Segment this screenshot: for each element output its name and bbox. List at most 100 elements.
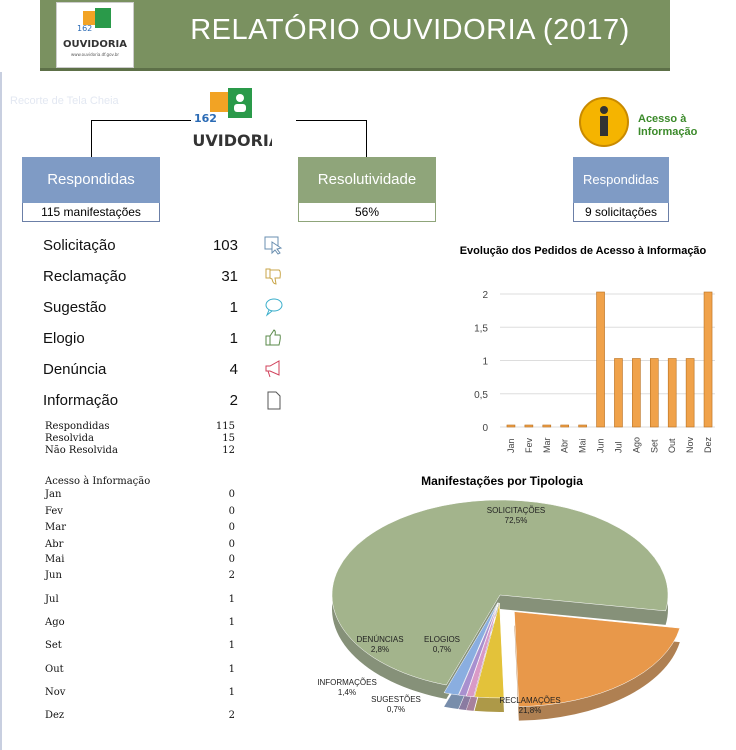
x-tick-label: Ago (631, 437, 641, 453)
bar-chart: Evolução dos Pedidos de Acesso à Informa… (460, 245, 715, 453)
month-value: 1 (228, 664, 235, 675)
kpi-solicitacoes-header: Respondidas (573, 157, 669, 203)
y-tick-label: 0 (482, 423, 488, 434)
svg-text:162: 162 (77, 24, 92, 33)
slice-name: DENÚNCIAS (356, 635, 403, 644)
pie-slice (331, 499, 669, 686)
month-label: Abr (45, 539, 64, 550)
category-count: 1 (229, 330, 238, 347)
bar (560, 424, 570, 428)
month-value: 0 (228, 506, 235, 517)
y-tick-label: 0,5 (474, 390, 488, 401)
month-label: Jun (45, 570, 62, 581)
category-label: Informação (43, 392, 119, 409)
pie-slice (474, 602, 505, 699)
status-label: Resolvida (45, 433, 95, 444)
month-label: Fev (45, 506, 63, 517)
month-label: Mar (45, 522, 66, 533)
x-tick-label: Nov (685, 436, 695, 453)
svg-text:OUVIDORIA: OUVIDORIA (192, 131, 272, 150)
month-label: Nov (45, 687, 66, 698)
bar (667, 358, 677, 428)
pie-slice (466, 602, 499, 698)
x-tick-label: Fev (524, 437, 534, 453)
slice-name: INFORMAÇÕES (317, 678, 377, 687)
month-value: 0 (228, 522, 235, 533)
month-label: Set (45, 640, 62, 651)
x-tick-label: Mai (578, 438, 588, 453)
chart-title: Evolução dos Pedidos de Acesso à Informa… (460, 245, 707, 257)
x-tick-label: Jun (596, 438, 606, 453)
category-label: Sugestão (43, 299, 107, 316)
bar (649, 358, 659, 428)
category-count: 4 (229, 361, 238, 378)
report-page (0, 72, 736, 750)
kpi-resolutividade-header: Resolutividade (298, 157, 436, 203)
header-banner (40, 0, 670, 71)
month-label: Dez (45, 710, 65, 721)
category-label: Solicitação (43, 237, 116, 254)
acesso-section-title: Acesso à Informação (45, 476, 151, 487)
connector-line (296, 120, 366, 121)
y-tick-label: 1,5 (474, 323, 488, 334)
month-value: 1 (228, 687, 235, 698)
slice-percent: 0,7% (387, 705, 405, 714)
status-value: 12 (222, 445, 235, 456)
svg-text:www.ouvidoria.df.gov.br: www.ouvidoria.df.gov.br (71, 52, 119, 57)
acesso-informacao-logo: Acesso à Informação (578, 95, 703, 151)
svg-text:Acesso à: Acesso à (638, 113, 687, 125)
category-label: Denúncia (43, 361, 107, 378)
y-tick-label: 1 (482, 357, 488, 368)
page-title: RELATÓRIO OUVIDORIA (2017) (190, 14, 630, 46)
kpi-respondidas-value: 115 manifestações (22, 203, 160, 222)
month-label: Jul (45, 594, 59, 605)
bar (506, 424, 516, 428)
kpi-solicitacoes-value: 9 solicitações (573, 203, 669, 222)
bar (614, 358, 623, 428)
svg-text:162: 162 (194, 112, 217, 125)
faint-caption: Recorte de Tela Cheia (10, 95, 119, 107)
kpi-respondidas-header: Respondidas (22, 157, 160, 203)
category-count: 2 (229, 392, 238, 409)
slice-name: RECLAMAÇÕES (499, 696, 560, 705)
x-tick-label: Out (667, 438, 677, 453)
category-count: 103 (212, 237, 238, 254)
cursor-icon (263, 235, 285, 255)
ouvidoria-center-logo: 162 OUVIDORIA (179, 86, 282, 159)
pie-slice (443, 602, 499, 696)
month-value: 2 (228, 570, 235, 581)
document-icon (263, 390, 285, 410)
month-value: 0 (228, 539, 235, 550)
slice-name: ELOGIOS (424, 635, 460, 644)
category-count: 31 (221, 268, 238, 285)
bar (632, 358, 641, 428)
bar (685, 358, 695, 428)
month-value: 1 (228, 640, 235, 651)
y-tick-label: 2 (482, 290, 488, 301)
x-tick-label: Abr (560, 439, 570, 453)
month-label: Out (45, 664, 64, 675)
pie-slice (514, 611, 681, 707)
status-label: Não Resolvida (45, 445, 118, 456)
x-tick-label: Mar (542, 437, 552, 453)
category-count: 1 (229, 299, 238, 316)
kpi-resolutividade-value: 56% (298, 203, 436, 222)
pie-slice (458, 602, 499, 697)
status-label: Respondidas (45, 421, 110, 432)
status-value: 15 (222, 433, 235, 444)
month-value: 1 (228, 594, 235, 605)
bar (524, 424, 534, 428)
month-value: 1 (228, 617, 235, 628)
slice-name: SOLICITAÇÕES (487, 506, 546, 515)
month-value: 2 (228, 710, 235, 721)
month-value: 0 (228, 554, 235, 565)
pie-chart: Manifestações por Tipologia RECLAMAÇÕES21… (317, 474, 681, 721)
chart-title: Manifestações por Tipologia (421, 474, 583, 488)
category-label: Reclamação (43, 268, 127, 285)
slice-percent: 21,8% (519, 706, 542, 715)
month-label: Jan (45, 489, 62, 500)
status-value: 115 (215, 421, 235, 432)
bar (578, 424, 587, 428)
x-tick-label: Set (649, 439, 659, 453)
x-tick-label: Jul (613, 441, 623, 453)
